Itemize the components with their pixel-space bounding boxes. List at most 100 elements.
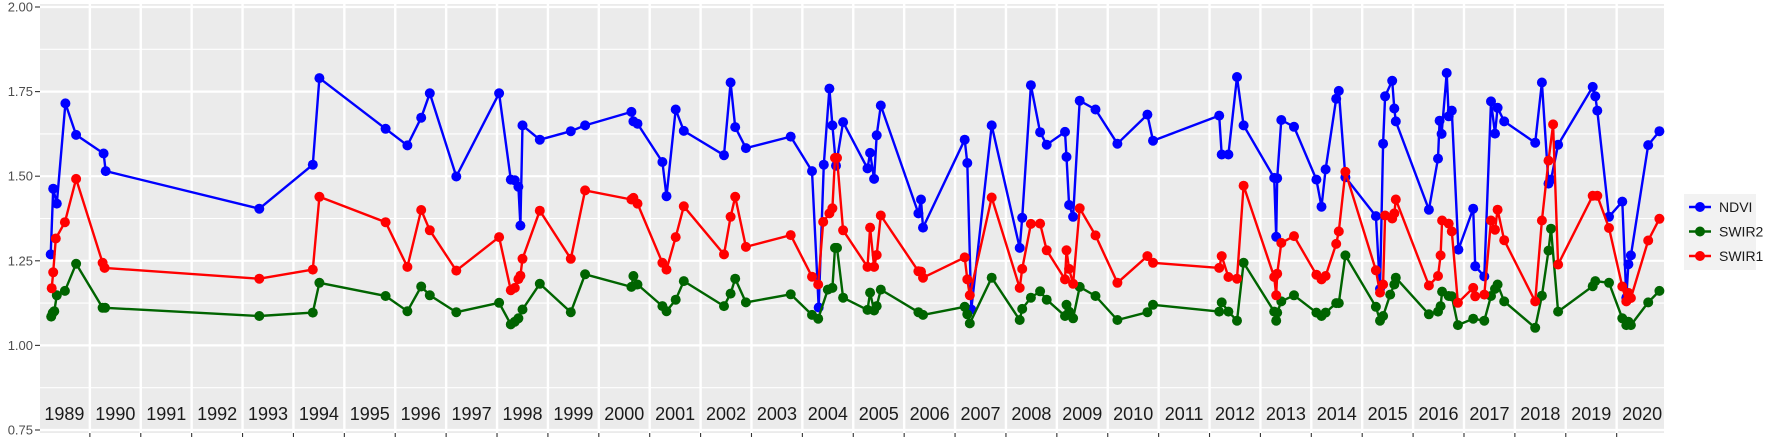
swir2-point — [1378, 311, 1389, 321]
swir2-point — [1643, 297, 1654, 308]
swir1-point — [1548, 119, 1559, 130]
ndvi-point — [1654, 126, 1665, 137]
swir1-point — [314, 191, 325, 202]
swir1-point — [1530, 296, 1541, 307]
ndvi-point — [517, 120, 528, 131]
swir1-point — [807, 271, 817, 282]
swir1-point — [818, 216, 829, 227]
swir2-point — [1214, 306, 1225, 317]
swir2-point — [832, 242, 842, 253]
swir1-point — [59, 217, 70, 228]
ndvi-point — [661, 191, 672, 202]
swir1-point — [1375, 287, 1385, 298]
ndvi-point — [807, 166, 817, 177]
ndvi-point — [580, 120, 591, 131]
ndvi-point — [1423, 204, 1434, 215]
swir2-point — [871, 301, 882, 312]
swir1-point — [1041, 245, 1052, 256]
ndvi-point — [416, 112, 427, 123]
swir1-point — [719, 249, 729, 260]
year-label: 2008 — [1011, 404, 1051, 424]
swir1-point — [1468, 282, 1479, 293]
swir1-point — [1490, 224, 1500, 235]
ndvi-point — [1623, 259, 1634, 270]
swir1-point — [517, 253, 528, 264]
ndvi-point — [1643, 140, 1654, 151]
ndvi-point — [869, 173, 880, 184]
y-tick-label: 1.50 — [8, 169, 33, 184]
swir2-point — [785, 289, 796, 300]
ndvi-point — [1074, 95, 1085, 106]
swir1-point — [1378, 279, 1389, 290]
ndvi-point — [1068, 211, 1079, 222]
swir2-point — [71, 258, 82, 269]
ndvi-point — [1592, 105, 1603, 116]
swir2-point — [1090, 291, 1101, 301]
swir2-point — [1546, 223, 1556, 234]
year-label: 1990 — [95, 404, 135, 424]
swir1-point — [1331, 238, 1342, 249]
year-label: 2012 — [1215, 404, 1255, 424]
swir1-point — [451, 265, 462, 276]
swir1-point — [661, 264, 672, 275]
swir1-point — [959, 252, 970, 263]
swir1-point — [725, 211, 736, 222]
ndvi-point — [626, 106, 637, 117]
ndvi-point — [824, 83, 835, 94]
swir2-point — [1271, 315, 1282, 326]
swir2-point — [838, 292, 849, 303]
ndvi-point — [1389, 103, 1400, 114]
swir2-point — [1590, 276, 1601, 287]
year-label: 2002 — [706, 404, 746, 424]
year-label: 1992 — [197, 404, 237, 424]
ndvi-point — [1536, 77, 1547, 88]
swir2-point — [49, 306, 60, 317]
swir1-point — [1142, 251, 1153, 262]
ndvi-point — [1289, 121, 1299, 132]
swir1-point — [986, 192, 997, 203]
ndvi-point — [1276, 115, 1287, 125]
ndvi-point — [51, 198, 62, 209]
legend-point — [1695, 202, 1705, 212]
swir2-point — [1142, 307, 1153, 318]
swir2-point — [1543, 245, 1554, 256]
swir1-point — [416, 205, 427, 215]
swir1-point — [46, 283, 57, 294]
year-label: 1999 — [553, 404, 593, 424]
ndvi-point — [719, 150, 729, 161]
year-label: 1991 — [146, 404, 186, 424]
legend-label: SWIR2 — [1719, 224, 1764, 240]
swir1-point — [875, 210, 886, 221]
year-label: 1993 — [248, 404, 288, 424]
swir2-point — [580, 269, 591, 280]
ndvi-point — [1470, 261, 1481, 272]
swir2-point — [918, 309, 928, 320]
swir1-point — [1148, 257, 1158, 268]
ndvi-point — [670, 104, 681, 115]
ndvi-point — [1441, 68, 1452, 78]
y-tick-label: 1.75 — [8, 84, 33, 99]
series-swir1 — [46, 119, 1665, 308]
swir2-point — [1370, 301, 1381, 312]
swir1-point — [1604, 223, 1614, 233]
ndvi-point — [1380, 91, 1391, 102]
year-label: 2009 — [1062, 404, 1102, 424]
year-label: 2013 — [1266, 404, 1306, 424]
swir2-point — [1035, 286, 1046, 297]
swir1-point — [1090, 230, 1101, 241]
swir2-point — [534, 278, 545, 289]
swir2-point — [1232, 315, 1242, 326]
swir1-point — [1499, 235, 1510, 246]
ndvi-point — [1453, 244, 1464, 255]
ndvi-point — [725, 77, 736, 88]
swir2-point — [1014, 315, 1025, 325]
swir1-point — [50, 233, 61, 244]
swir2-point — [661, 306, 672, 317]
swir1-point — [1276, 237, 1287, 248]
swir1-point — [1017, 263, 1028, 274]
swir2-point — [1604, 277, 1614, 288]
swir1-point — [494, 232, 505, 243]
ndvi-point — [865, 147, 876, 158]
swir1-point — [1452, 297, 1463, 308]
ndvi-point — [1232, 72, 1242, 82]
